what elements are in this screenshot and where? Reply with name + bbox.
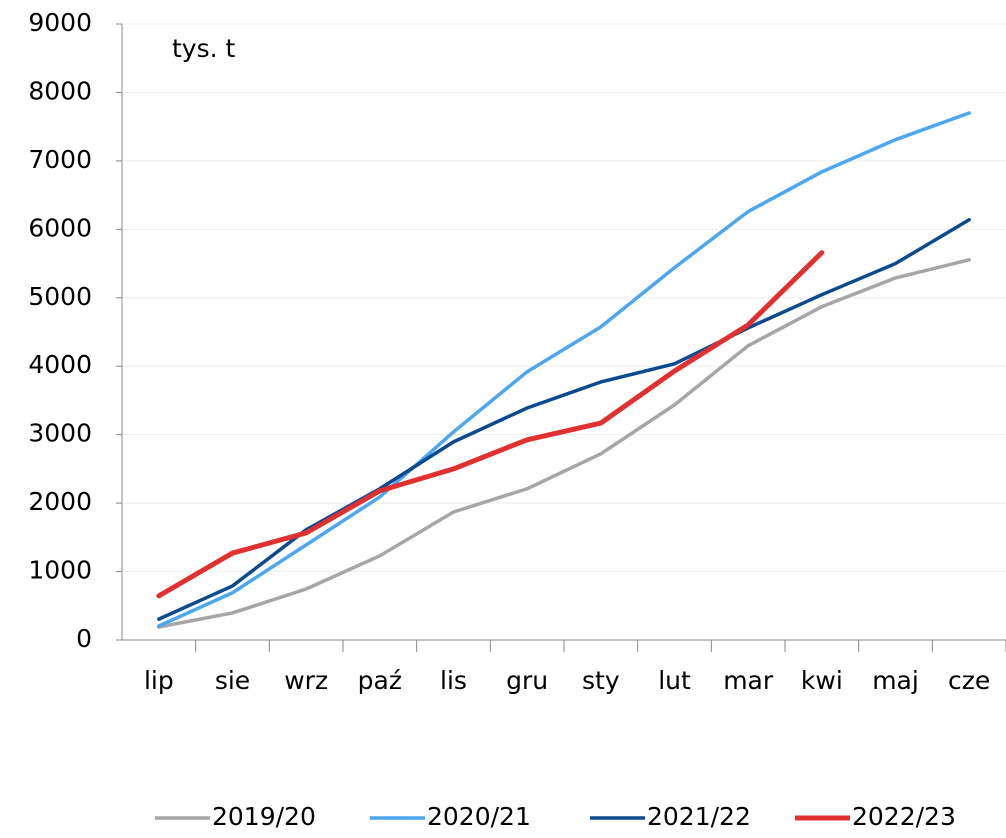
x-tick-label: lis bbox=[440, 666, 467, 695]
legend-label: 2019/20 bbox=[212, 802, 316, 831]
y-tick-label: 9000 bbox=[28, 8, 92, 37]
x-tick-label: sty bbox=[582, 666, 620, 695]
y-tick-label: 6000 bbox=[28, 213, 92, 242]
x-tick-label: wrz bbox=[284, 666, 328, 695]
y-tick-label: 1000 bbox=[28, 556, 92, 585]
legend-label: 2020/21 bbox=[427, 802, 531, 831]
x-tick-label: sie bbox=[215, 666, 250, 695]
x-tick-label: gru bbox=[506, 666, 548, 695]
y-tick-label: 8000 bbox=[28, 76, 92, 105]
y-tick-label: 4000 bbox=[28, 350, 92, 379]
series-line bbox=[157, 218, 971, 621]
x-tick-label: paź bbox=[358, 666, 402, 695]
y-tick-label: 0 bbox=[76, 624, 92, 653]
y-tick-label: 7000 bbox=[28, 145, 92, 174]
legend-label: 2022/23 bbox=[852, 802, 956, 831]
series-line bbox=[156, 250, 825, 599]
x-tick-label: kwi bbox=[801, 666, 843, 695]
x-tick-label: lip bbox=[144, 666, 174, 695]
legend-label: 2021/22 bbox=[647, 802, 751, 831]
series-line bbox=[157, 111, 971, 628]
x-tick-label: cze bbox=[948, 666, 990, 695]
series-line bbox=[157, 258, 971, 629]
x-tick-label: mar bbox=[723, 666, 774, 695]
y-tick-label: 3000 bbox=[28, 419, 92, 448]
x-tick-label: lut bbox=[658, 666, 691, 695]
y-tick-label: 2000 bbox=[28, 487, 92, 516]
x-tick-label: maj bbox=[872, 666, 919, 695]
y-tick-label: 5000 bbox=[28, 282, 92, 311]
unit-annotation: tys. t bbox=[172, 34, 236, 63]
